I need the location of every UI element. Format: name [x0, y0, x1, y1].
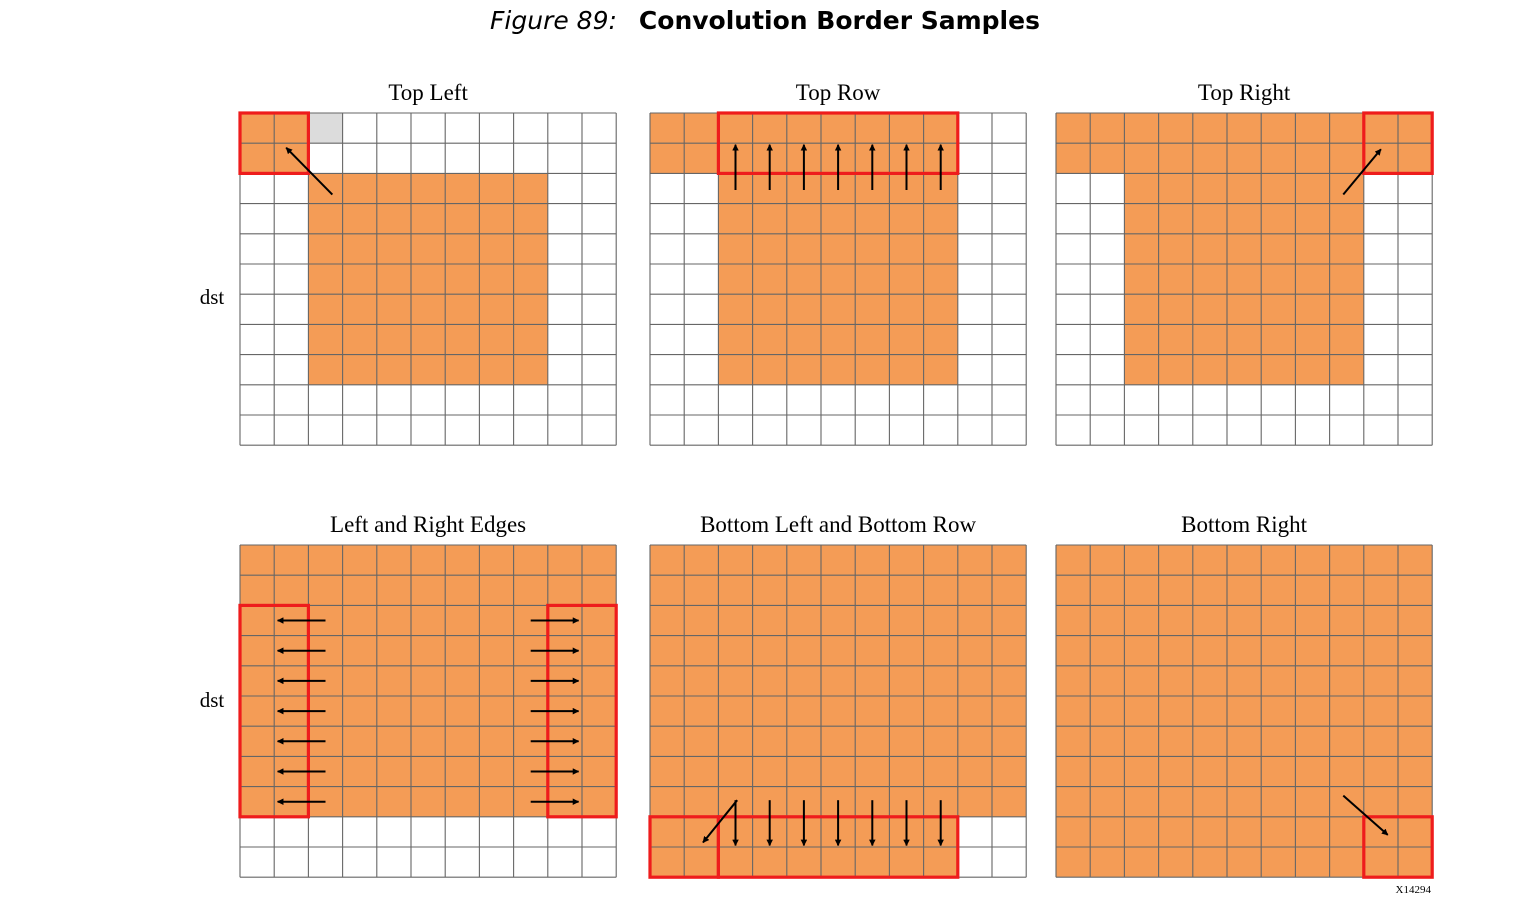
- gray-cell: [308, 113, 343, 144]
- panel-top-left: Top Left: [238, 80, 617, 446]
- row-label-bottom: dst: [200, 688, 225, 712]
- filled-region: [718, 173, 958, 385]
- panel-title: Bottom Left and Bottom Row: [700, 512, 976, 537]
- row-label-top: dst: [200, 285, 225, 309]
- panel-bottom-left-row: Bottom Left and Bottom Row: [648, 512, 1027, 879]
- filled-region: [650, 545, 1027, 817]
- panel-title: Top Right: [1198, 80, 1291, 105]
- arrow: [1342, 148, 1382, 196]
- highlight-box: [238, 111, 311, 176]
- filled-region: [1124, 173, 1364, 385]
- panel-title: Top Left: [388, 80, 468, 105]
- highlight-box: [1362, 815, 1434, 879]
- figure-number: Figure 89:: [490, 6, 617, 35]
- grid-lines: [239, 112, 617, 446]
- filled-region: [1056, 545, 1433, 878]
- panel-top-right: Top Right: [1055, 80, 1434, 446]
- grid-lines: [1055, 544, 1433, 878]
- panel-top-row: Top Row: [649, 80, 1027, 446]
- grid-lines: [239, 544, 617, 878]
- panel-title: Bottom Right: [1181, 512, 1307, 537]
- arrow: [702, 799, 738, 844]
- panel-bottom-right: Bottom Right: [1055, 512, 1434, 879]
- grid-lines: [649, 112, 1027, 446]
- filled-region: [308, 173, 548, 385]
- panel-left-right-edges: Left and Right Edges: [238, 512, 618, 878]
- arrow: [285, 147, 334, 196]
- panel-title: Top Row: [796, 80, 881, 105]
- figure-name: Convolution Border Samples: [638, 6, 1040, 35]
- arrow: [1342, 794, 1389, 836]
- figure-id-label: X14294: [1396, 884, 1432, 896]
- highlight-box: [1362, 111, 1434, 176]
- figure-title: Figure 89: Convolution Border Samples: [0, 6, 1530, 35]
- panel-title: Left and Right Edges: [330, 512, 526, 537]
